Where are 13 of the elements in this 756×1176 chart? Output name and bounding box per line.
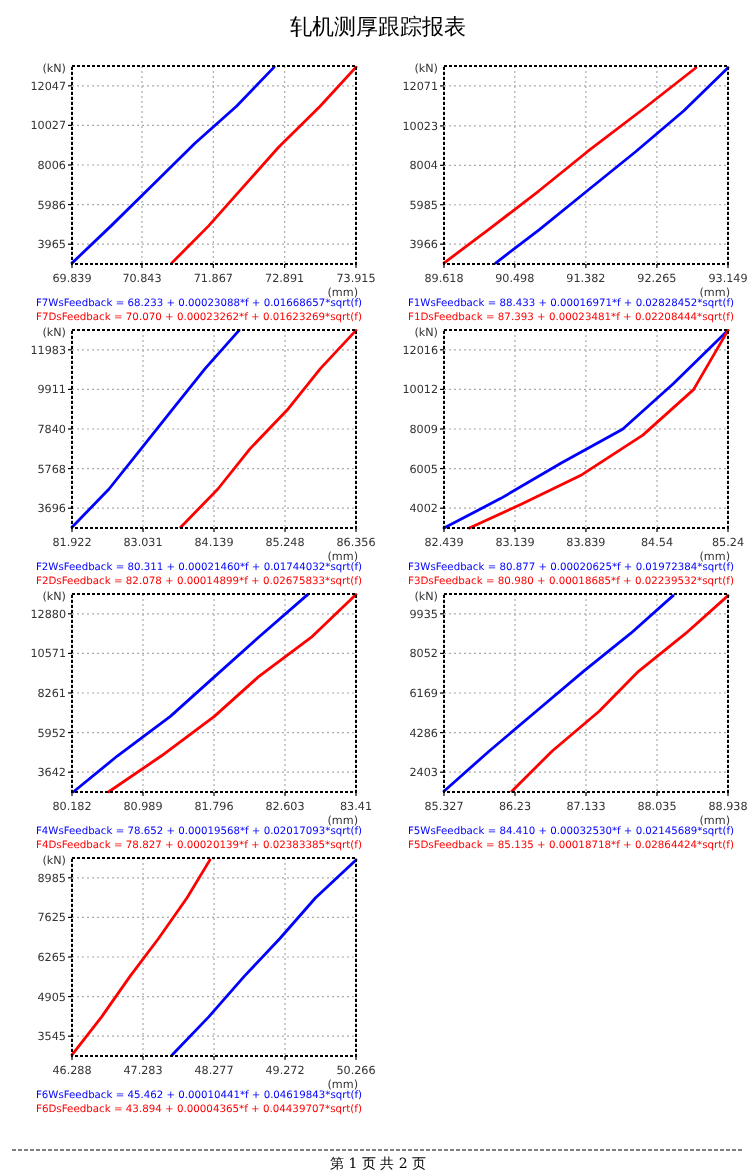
line-series [494, 66, 730, 265]
line-series [70, 858, 212, 1057]
line-series [510, 594, 730, 793]
line-series [179, 328, 358, 529]
chart-title: 轧机测厚跟踪报表 [290, 14, 466, 40]
line-series [107, 593, 358, 794]
line-series [70, 328, 241, 529]
line-series [70, 65, 276, 265]
line-series [72, 593, 310, 794]
line-series [170, 858, 358, 1057]
line-series [442, 66, 698, 265]
line-series [170, 65, 358, 265]
line-series [442, 594, 675, 793]
